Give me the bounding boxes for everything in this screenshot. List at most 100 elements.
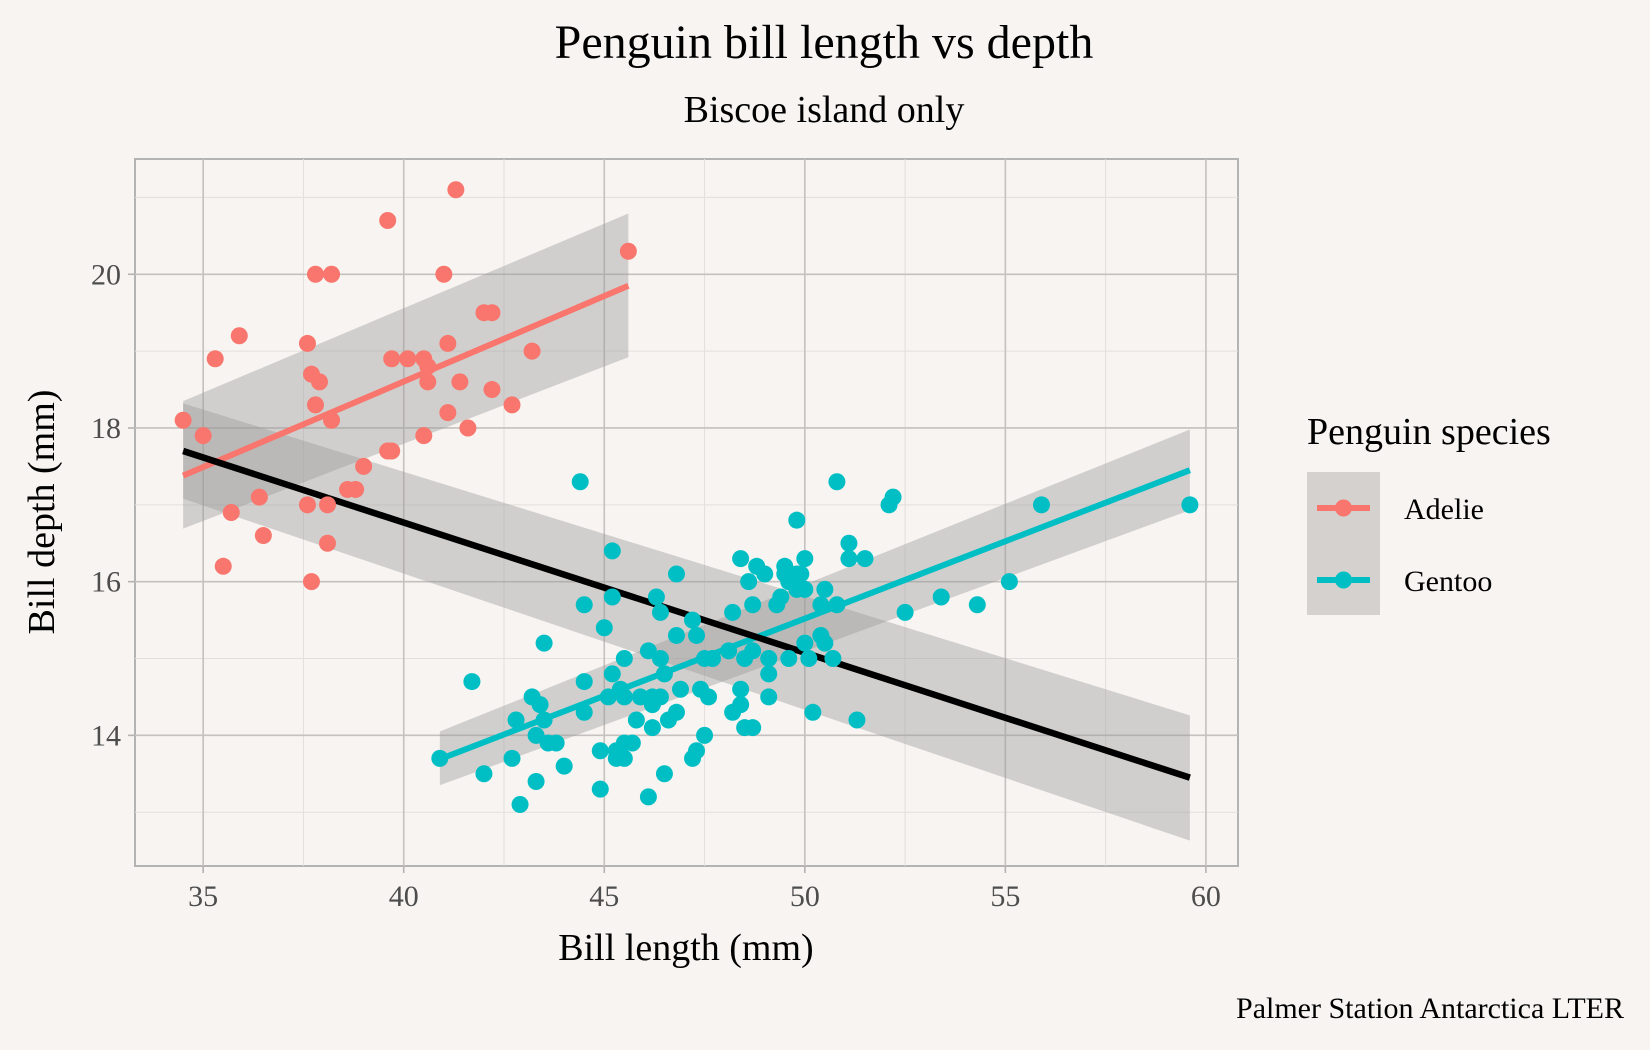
legend-entries: Adelie Gentoo — [1317, 493, 1492, 598]
data-point-adelie — [298, 334, 316, 352]
data-point-adelie — [306, 265, 324, 283]
data-point-gentoo — [555, 757, 573, 775]
legend-label-gentoo: Gentoo — [1404, 565, 1492, 598]
data-point-adelie — [451, 373, 469, 391]
data-point-gentoo — [800, 650, 818, 668]
y-tick-label: 14 — [91, 719, 121, 752]
data-point-gentoo — [667, 703, 685, 721]
regression-line-gentoo — [438, 467, 1191, 762]
data-point-adelie — [523, 342, 541, 360]
data-point-gentoo — [655, 765, 673, 783]
data-point-gentoo — [828, 596, 846, 614]
legend-key-point-adelie — [1335, 499, 1352, 517]
data-point-gentoo — [547, 734, 565, 752]
data-point-gentoo — [623, 734, 641, 752]
data-point-gentoo — [591, 780, 609, 798]
y-axis-ticks: 14 16 18 20 — [91, 258, 135, 752]
data-point-gentoo — [788, 511, 806, 529]
x-axis-title: Bill length (mm) — [558, 927, 813, 969]
data-point-gentoo — [816, 634, 834, 652]
data-point-gentoo — [732, 680, 750, 698]
data-point-gentoo — [431, 749, 449, 767]
data-point-adelie — [483, 304, 501, 322]
data-point-gentoo — [639, 642, 657, 660]
data-point-gentoo — [667, 626, 685, 644]
data-point-adelie — [323, 411, 341, 429]
data-point-gentoo — [575, 596, 593, 614]
data-point-gentoo — [631, 688, 649, 706]
data-point-gentoo — [828, 473, 846, 491]
y-tick-label: 16 — [91, 566, 121, 599]
confidence-ribbon-adelie — [183, 213, 629, 529]
data-point-gentoo — [704, 650, 722, 668]
data-point-adelie — [323, 265, 341, 283]
data-point-gentoo — [595, 619, 613, 637]
data-point-adelie — [254, 527, 272, 545]
data-point-adelie — [619, 242, 637, 260]
data-point-gentoo — [796, 634, 814, 652]
data-point-adelie — [459, 419, 477, 437]
data-point-adelie — [347, 480, 365, 498]
data-point-adelie — [419, 373, 437, 391]
data-point-gentoo — [968, 596, 986, 614]
legend-label-adelie: Adelie — [1404, 493, 1484, 526]
data-point-gentoo — [535, 634, 553, 652]
data-point-adelie — [194, 427, 212, 445]
data-point-adelie — [302, 573, 320, 591]
data-point-adelie — [174, 411, 192, 429]
data-point-gentoo — [639, 788, 657, 806]
y-tick-label: 20 — [91, 258, 121, 291]
data-point-gentoo — [732, 696, 750, 714]
data-point-gentoo — [463, 673, 481, 691]
data-point-gentoo — [688, 742, 706, 760]
data-point-gentoo — [760, 688, 778, 706]
data-point-gentoo — [856, 550, 874, 568]
data-point-gentoo — [732, 550, 750, 568]
data-point-gentoo — [812, 596, 830, 614]
chart-caption: Palmer Station Antarctica LTER — [1236, 992, 1624, 1025]
legend-key-point-gentoo — [1335, 571, 1352, 589]
data-point-gentoo — [796, 580, 814, 598]
data-point-gentoo — [627, 711, 645, 729]
data-point-gentoo — [475, 765, 493, 783]
data-point-gentoo — [535, 711, 553, 729]
data-point-gentoo — [684, 611, 702, 629]
data-point-gentoo — [696, 726, 714, 744]
regression-line-adelie — [181, 283, 630, 479]
y-tick-label: 18 — [91, 412, 121, 445]
data-point-gentoo — [591, 742, 609, 760]
data-point-gentoo — [507, 711, 525, 729]
data-point-gentoo — [840, 550, 858, 568]
data-point-adelie — [319, 496, 337, 514]
x-tick-label: 35 — [188, 880, 218, 913]
data-point-gentoo — [740, 573, 758, 591]
data-point-gentoo — [744, 719, 762, 737]
data-point-gentoo — [671, 680, 689, 698]
chart-title: Penguin bill length vs depth — [555, 16, 1094, 69]
data-point-gentoo — [840, 534, 858, 552]
data-point-adelie — [503, 396, 521, 414]
data-point-adelie — [399, 350, 417, 368]
data-point-adelie — [306, 396, 324, 414]
data-point-adelie — [419, 357, 437, 375]
data-point-gentoo — [511, 796, 529, 814]
data-point-adelie — [355, 457, 373, 475]
legend-key-background — [1307, 472, 1380, 615]
chart-subtitle: Biscoe island only — [684, 89, 965, 131]
data-point-adelie — [439, 404, 457, 422]
data-point-adelie — [415, 427, 433, 445]
data-point-gentoo — [615, 749, 633, 767]
minor-gridlines — [135, 159, 1238, 866]
data-point-gentoo — [615, 650, 633, 668]
x-tick-label: 55 — [990, 880, 1020, 913]
data-point-gentoo — [603, 542, 621, 560]
data-point-adelie — [230, 327, 248, 345]
data-point-adelie — [383, 442, 401, 460]
data-point-gentoo — [1181, 496, 1199, 514]
data-point-adelie — [298, 496, 316, 514]
x-tick-label: 40 — [389, 880, 419, 913]
data-point-gentoo — [756, 565, 774, 583]
data-point-gentoo — [603, 665, 621, 683]
data-point-gentoo — [796, 550, 814, 568]
